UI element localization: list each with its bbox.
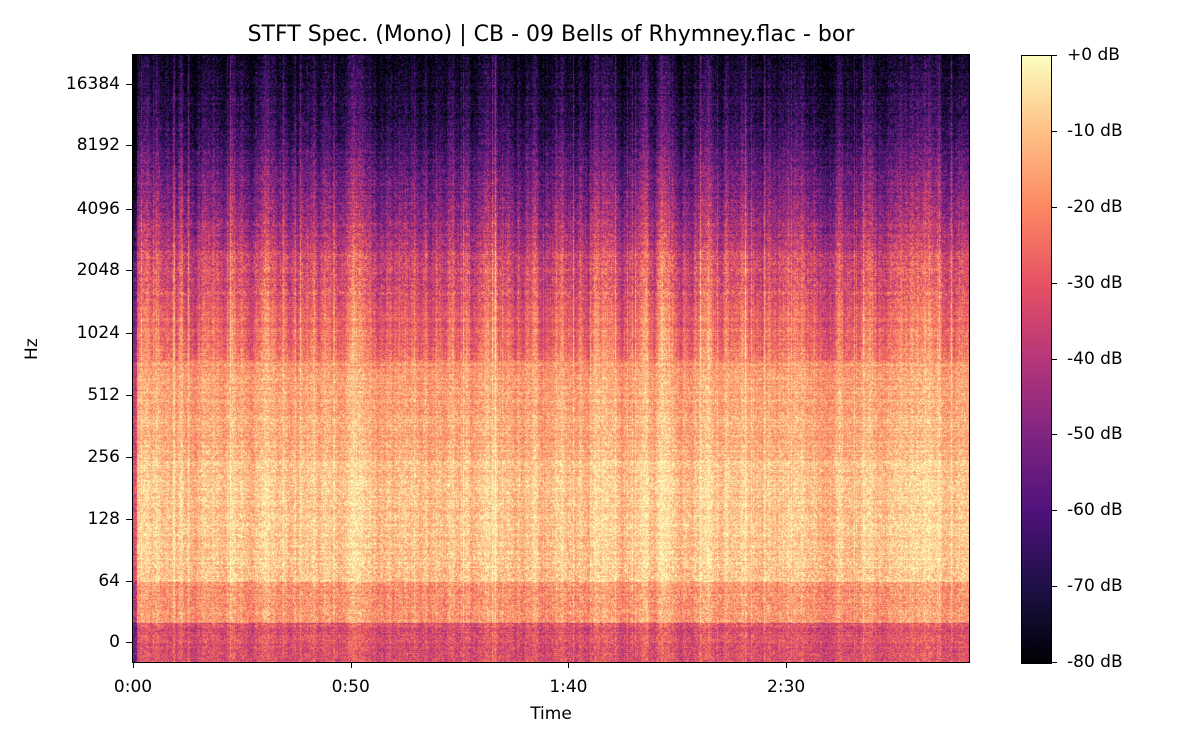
y-tick-mark	[126, 333, 132, 334]
y-tick-mark	[126, 209, 132, 210]
y-tick-label: 0	[109, 632, 120, 652]
colorbar-tick-mark	[1051, 130, 1057, 132]
colorbar-tick-mark	[1051, 510, 1057, 512]
colorbar-tick-label: -10 dB	[1067, 120, 1123, 141]
colorbar-tick-label: -80 dB	[1067, 652, 1123, 672]
y-tick-label: 8192	[76, 135, 120, 155]
spectrogram-heatmap	[133, 55, 969, 662]
colorbar-tick-mark	[1051, 586, 1057, 588]
x-tick-mark	[350, 662, 352, 668]
x-tick-mark	[786, 662, 788, 668]
y-tick-label: 256	[87, 447, 120, 467]
x-tick-label: 1:40	[549, 677, 588, 697]
y-tick-mark	[126, 270, 132, 271]
y-tick-label: 4096	[76, 199, 120, 219]
y-tick-mark	[126, 395, 132, 396]
colorbar-tick-label: -30 dB	[1067, 272, 1123, 293]
colorbar-tick-label: -70 dB	[1067, 576, 1123, 597]
colorbar-tick-label: -60 dB	[1067, 500, 1123, 521]
colorbar-tick-label: -40 dB	[1067, 348, 1123, 369]
y-axis-label: Hz	[22, 338, 42, 360]
x-tick-label: 0:50	[331, 677, 370, 697]
x-axis-label: Time	[530, 704, 572, 724]
colorbar-tick-label: +0 dB	[1067, 45, 1120, 65]
y-tick-label: 128	[87, 509, 120, 529]
plot-frame	[132, 54, 970, 663]
colorbar-tick-mark	[1051, 434, 1057, 436]
colorbar-tick-mark	[1051, 662, 1057, 663]
y-tick-label: 1024	[76, 323, 120, 343]
y-tick-mark	[126, 84, 132, 85]
y-tick-label: 64	[98, 571, 120, 591]
colorbar-tick-mark	[1051, 358, 1057, 360]
chart-title: STFT Spec. (Mono) | CB - 09 Bells of Rhy…	[247, 22, 855, 47]
colorbar	[1021, 55, 1052, 664]
colorbar-tick-label: -20 dB	[1067, 196, 1123, 217]
y-tick-label: 16384	[65, 74, 120, 94]
colorbar-tick-mark	[1051, 282, 1057, 284]
colorbar-tick-mark	[1051, 206, 1057, 208]
colorbar-tick-mark	[1051, 55, 1057, 56]
y-tick-label: 2048	[76, 260, 120, 280]
colorbar-tick-label: -50 dB	[1067, 424, 1123, 445]
y-tick-mark	[126, 642, 132, 643]
y-tick-mark	[126, 457, 132, 458]
y-tick-mark	[126, 145, 132, 146]
y-tick-mark	[126, 581, 132, 582]
x-tick-mark	[568, 662, 570, 668]
x-tick-mark	[133, 662, 134, 668]
x-tick-label: 0:00	[113, 677, 153, 697]
y-tick-label: 512	[87, 385, 120, 405]
x-tick-label: 2:30	[767, 677, 806, 697]
y-tick-mark	[126, 519, 132, 520]
